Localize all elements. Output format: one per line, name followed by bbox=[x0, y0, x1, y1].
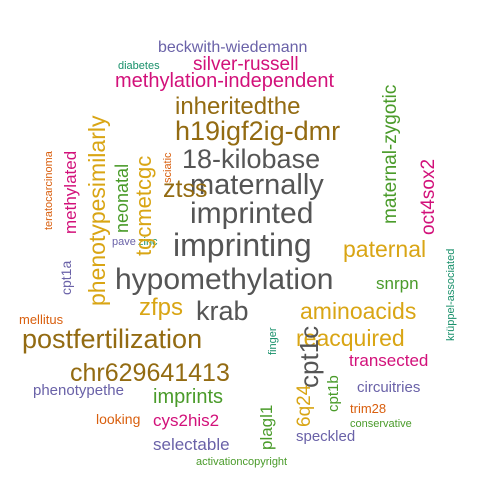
word-methylation-independent: methylation-independent bbox=[115, 70, 335, 92]
word-silver-russell: silver-russell bbox=[193, 54, 299, 75]
word-looking: looking bbox=[96, 411, 141, 427]
word-teratocarcinoma: teratocarcinoma bbox=[43, 151, 55, 230]
word-cpt1c: cpt1c bbox=[294, 325, 324, 388]
word-speckled: speckled bbox=[296, 428, 356, 445]
word-neonatal: neonatal bbox=[112, 163, 132, 233]
word-zfps: zfps bbox=[139, 294, 184, 321]
word-sciatic: sciatic bbox=[162, 152, 174, 183]
word-6q24: 6q24 bbox=[294, 384, 315, 427]
word-reacquired: reacquired bbox=[296, 325, 405, 351]
word-paternal: paternal bbox=[343, 236, 427, 262]
word-postfertilization: postfertilization bbox=[22, 324, 203, 354]
word-phenotypethe: phenotypethe bbox=[33, 382, 124, 399]
word-beckwith-wiedemann: beckwith-wiedemann bbox=[158, 39, 308, 56]
word-circuitries: circuitries bbox=[357, 379, 421, 396]
word-cys2his2: cys2his2 bbox=[153, 411, 220, 430]
word-maternally: maternally bbox=[190, 169, 324, 201]
word-zinc: zinc bbox=[138, 236, 158, 248]
word-cpt1a: cpt1a bbox=[58, 260, 74, 295]
word-methylated: methylated bbox=[61, 150, 80, 234]
word-oct4sox2: oct4sox2 bbox=[418, 158, 439, 235]
word-h19igf2ig-dmr: h19igf2ig-dmr bbox=[175, 116, 341, 146]
word-imprints: imprints bbox=[153, 386, 224, 408]
word-plagl1: plagl1 bbox=[257, 404, 276, 450]
word-conservative: conservative bbox=[350, 418, 412, 430]
word-chr629641413: chr629641413 bbox=[70, 359, 230, 387]
word-maternal-zygotic: maternal-zygotic bbox=[380, 84, 401, 224]
word-diabetes: diabetes bbox=[118, 60, 160, 72]
word-snrpn: snrpn bbox=[376, 274, 419, 293]
word-trim28: trim28 bbox=[350, 401, 387, 416]
word-cpt1b: cpt1b bbox=[325, 375, 342, 412]
word-phenotypesimilarly: phenotypesimilarly bbox=[84, 115, 110, 306]
word-krab: krab bbox=[196, 296, 249, 326]
word-inheritedthe: inheritedthe bbox=[175, 93, 301, 120]
word-finger: finger bbox=[267, 327, 279, 355]
word-imprinting: imprinting bbox=[173, 227, 312, 263]
word-selectable: selectable bbox=[153, 435, 230, 454]
word-ztss: ztss bbox=[163, 175, 208, 203]
word-pave: pave bbox=[112, 236, 136, 248]
word-hypomethylation: hypomethylation bbox=[115, 263, 334, 296]
word-tgcmetcgc: tgcmetcgc bbox=[131, 155, 156, 256]
word-18-kilobase: 18-kilobase bbox=[182, 144, 321, 174]
word-activationcopyright: activationcopyright bbox=[196, 456, 288, 468]
word-mellitus: mellitus bbox=[19, 312, 64, 327]
word-imprinted: imprinted bbox=[190, 197, 314, 230]
word-aminoacids: aminoacids bbox=[300, 298, 417, 324]
word-kruppel-associated: krüppel-associated bbox=[445, 248, 457, 341]
word-transected: transected bbox=[349, 351, 429, 370]
